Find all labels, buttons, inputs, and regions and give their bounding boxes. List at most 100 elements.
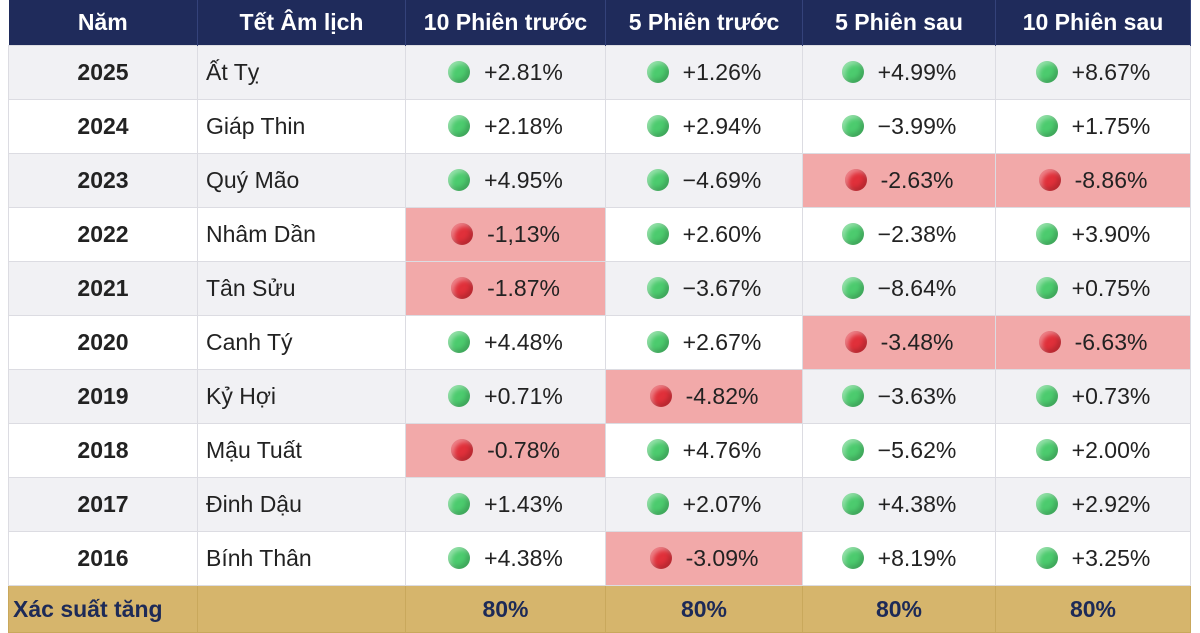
return-value: +8.67% — [1071, 59, 1151, 85]
status-dot — [844, 169, 867, 191]
return-value: +2.81% — [484, 59, 563, 85]
year-cell: 2019 — [8, 369, 198, 424]
return-value: -8.86% — [1074, 167, 1148, 193]
return-value: -1,13% — [487, 221, 560, 247]
returns-table: Năm Tết Âm lịch 10 Phiên trước 5 Phiên trướ… — [8, 0, 1191, 633]
year-cell: 2018 — [8, 423, 198, 478]
return-cell: +4.38% — [802, 477, 996, 532]
header-cell: 5 Phiên sau — [802, 0, 996, 46]
table-row: 2016 Bính Thân +4.38% -3.09% +8.19% +3.25% — [8, 531, 1191, 586]
lunar-name-cell: Bính Thân — [197, 531, 406, 586]
return-cell: −3.99% — [802, 99, 996, 154]
footer-label: Xác suất tăng — [8, 585, 198, 633]
status-dot — [646, 439, 669, 461]
return-cell: −4.69% — [605, 153, 803, 208]
return-value: -4.82% — [685, 383, 759, 409]
status-dot — [841, 61, 864, 83]
return-value: −2.38% — [877, 221, 957, 247]
return-cell: +1.43% — [405, 477, 606, 532]
footer-row: Xác suất tăng 80% 80% 80% 80% — [8, 585, 1191, 633]
return-value: +4.95% — [484, 167, 563, 193]
header-cell: Năm — [8, 0, 198, 46]
return-value: -3.09% — [685, 545, 759, 571]
status-dot — [448, 547, 471, 569]
return-cell: +8.67% — [995, 45, 1191, 100]
return-cell: +8.19% — [802, 531, 996, 586]
status-dot — [1035, 61, 1058, 83]
return-cell: +1.75% — [995, 99, 1191, 154]
status-dot — [649, 385, 672, 407]
year-cell: 2021 — [8, 261, 198, 316]
return-value: -3.48% — [880, 329, 954, 355]
table-row: 2017 Đinh Dậu +1.43% +2.07% +4.38% +2.92% — [8, 477, 1191, 532]
return-value: +1.75% — [1071, 113, 1151, 139]
status-dot — [844, 331, 867, 353]
lunar-name-cell: Kỷ Hợi — [197, 369, 406, 424]
footer-value: 80% — [405, 585, 606, 633]
return-value: +1.26% — [682, 59, 762, 85]
lunar-name-cell: Giáp Thin — [197, 99, 406, 154]
return-cell: -8.86% — [995, 153, 1191, 208]
return-value: -0.78% — [487, 437, 560, 463]
return-cell: -1,13% — [405, 207, 606, 262]
status-dot — [841, 277, 864, 299]
header-cell: Tết Âm lịch — [197, 0, 406, 46]
status-dot — [1038, 169, 1061, 191]
status-dot — [646, 331, 669, 353]
return-value: −8.64% — [877, 275, 957, 301]
lunar-name-cell: Canh Tý — [197, 315, 406, 370]
header-row: Năm Tết Âm lịch 10 Phiên trước 5 Phiên trướ… — [8, 0, 1191, 46]
return-value: +2.00% — [1071, 437, 1151, 463]
status-dot — [841, 385, 864, 407]
status-dot — [646, 223, 669, 245]
return-value: +3.25% — [1071, 545, 1151, 571]
status-dot — [448, 331, 471, 353]
table-row: 2024 Giáp Thin +2.18% +2.94% −3.99% +1.75% — [8, 99, 1191, 154]
status-dot — [451, 439, 474, 461]
return-value: +2.60% — [682, 221, 762, 247]
status-dot — [448, 493, 471, 515]
status-dot — [451, 223, 474, 245]
year-cell: 2025 — [8, 45, 198, 100]
return-value: −5.62% — [877, 437, 957, 463]
return-cell: +4.76% — [605, 423, 803, 478]
status-dot — [841, 439, 864, 461]
return-cell: +2.92% — [995, 477, 1191, 532]
return-value: +8.19% — [877, 545, 957, 571]
return-cell: +3.25% — [995, 531, 1191, 586]
return-cell: −5.62% — [802, 423, 996, 478]
year-cell: 2016 — [8, 531, 198, 586]
return-cell: +2.94% — [605, 99, 803, 154]
year-cell: 2022 — [8, 207, 198, 262]
return-value: +2.94% — [682, 113, 762, 139]
year-cell: 2023 — [8, 153, 198, 208]
lunar-name-cell: Nhâm Dần — [197, 207, 406, 262]
table-body: 2025 Ất Tỵ +2.81% +1.26% +4.99% +8.67% 2024 Giá… — [8, 45, 1191, 633]
lunar-name-cell: Tân Sửu — [197, 261, 406, 316]
return-value: +0.75% — [1071, 275, 1151, 301]
return-value: +2.67% — [682, 329, 762, 355]
status-dot — [646, 115, 669, 137]
return-cell: -2.63% — [802, 153, 996, 208]
return-cell: +0.71% — [405, 369, 606, 424]
table-row: 2019 Kỷ Hợi +0.71% -4.82% −3.63% +0.73% — [8, 369, 1191, 424]
return-cell: +4.48% — [405, 315, 606, 370]
footer-empty — [197, 585, 406, 633]
return-cell: -6.63% — [995, 315, 1191, 370]
return-value: +4.99% — [877, 59, 957, 85]
return-value: +3.90% — [1071, 221, 1151, 247]
return-value: +2.92% — [1071, 491, 1151, 517]
table-row: 2018 Mậu Tuất -0.78% +4.76% −5.62% +2.00% — [8, 423, 1191, 478]
return-cell: +0.73% — [995, 369, 1191, 424]
return-value: −4.69% — [682, 167, 762, 193]
status-dot — [448, 169, 471, 191]
return-cell: +1.26% — [605, 45, 803, 100]
header-cell: 5 Phiên trước — [605, 0, 803, 46]
footer-value: 80% — [605, 585, 803, 633]
return-cell: +2.81% — [405, 45, 606, 100]
year-cell: 2024 — [8, 99, 198, 154]
status-dot — [649, 547, 672, 569]
table-row: 2025 Ất Tỵ +2.81% +1.26% +4.99% +8.67% — [8, 45, 1191, 100]
return-cell: +2.07% — [605, 477, 803, 532]
status-dot — [448, 385, 471, 407]
